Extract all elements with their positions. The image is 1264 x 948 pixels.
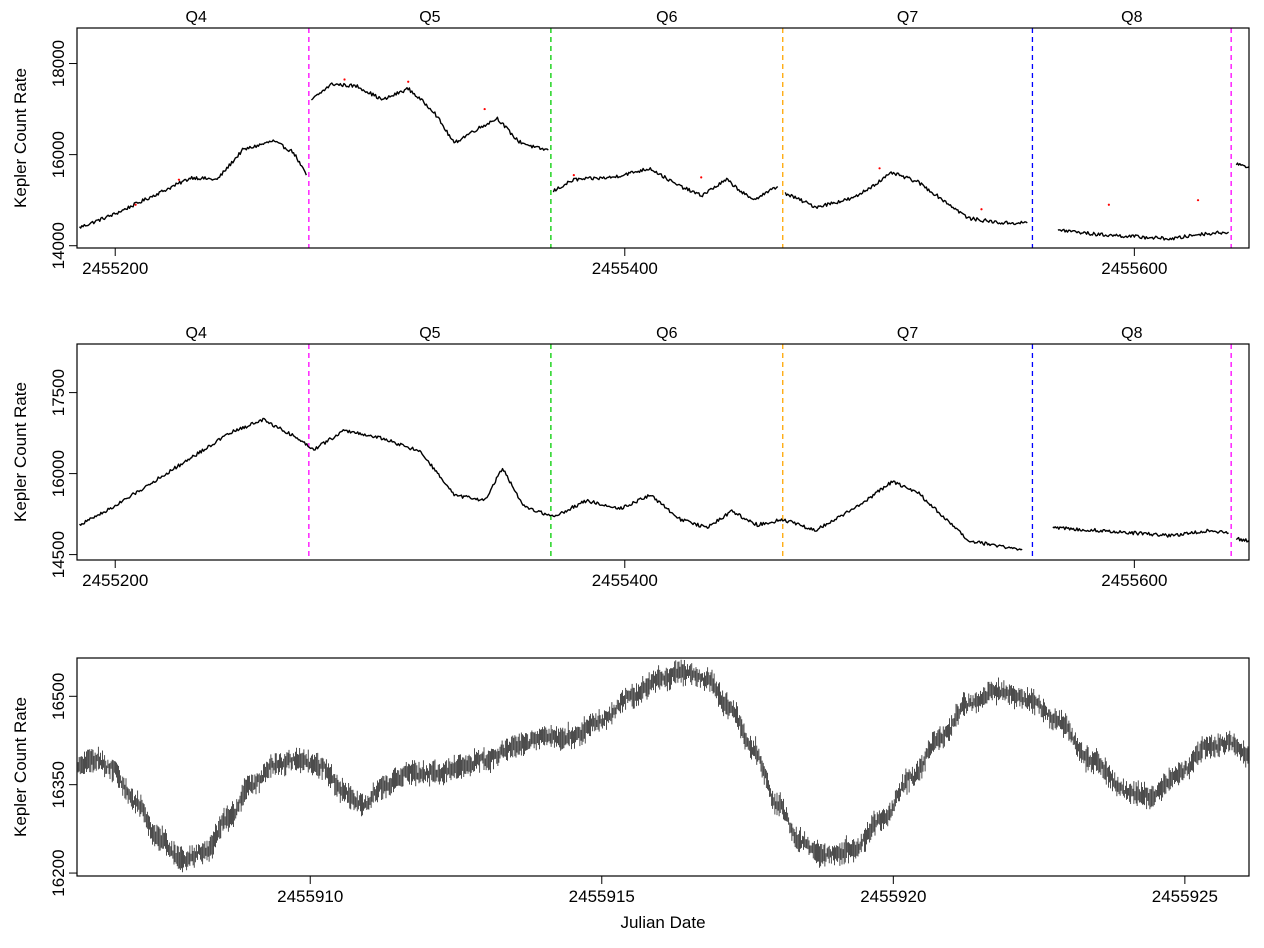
- plot-frame: [76, 343, 1250, 561]
- y-tick-label: 16200: [49, 849, 68, 896]
- plot-frame: [76, 657, 1250, 877]
- quarter-label: Q8: [1121, 325, 1142, 342]
- y-tick-label: 18000: [49, 40, 68, 87]
- series-segment: [79, 417, 1023, 551]
- x-tick-label: 2455910: [277, 887, 343, 906]
- quarter-label: Q7: [897, 9, 918, 26]
- y-tick-label: 16000: [49, 450, 68, 497]
- series-segment: [1235, 536, 1249, 543]
- series-segment: [552, 167, 779, 201]
- outlier-point: [1196, 199, 1200, 202]
- panel-top: Q4Q5Q6Q7Q8Q9Q10Q11Q12Q13Q14Q15Q16Q172455…: [11, 9, 1263, 278]
- y-tick-label: 14500: [49, 531, 68, 578]
- x-tick-label: 2455920: [860, 887, 926, 906]
- plot-area: [79, 417, 1249, 551]
- x-tick-label: 2455925: [1152, 887, 1218, 906]
- y-tick-label: 17500: [49, 369, 68, 416]
- plot-area: [77, 659, 1249, 873]
- outlier-point: [483, 107, 486, 111]
- series-segment: [310, 82, 549, 151]
- quarter-label: Q5: [419, 325, 440, 342]
- quarter-label: Q7: [897, 325, 918, 342]
- y-axis-label: Kepler Count Rate: [11, 382, 30, 522]
- outlier-point: [700, 176, 703, 179]
- quarter-label: Q6: [656, 9, 677, 26]
- x-tick-label: 2455915: [569, 887, 635, 906]
- y-tick-label: 16000: [49, 131, 68, 178]
- plot-frame: [76, 27, 1250, 249]
- series-segment: [78, 139, 307, 229]
- outlier-point: [343, 78, 346, 81]
- outlier-point: [572, 174, 575, 177]
- x-tick-label: 2455400: [592, 259, 658, 278]
- series-segment: [1057, 228, 1230, 241]
- x-tick-label: 2455600: [1101, 259, 1167, 278]
- outlier-point: [407, 80, 410, 83]
- y-tick-label: 16500: [49, 673, 68, 720]
- series-segment: [1235, 162, 1249, 169]
- y-axis-label: Kepler Count Rate: [11, 68, 30, 208]
- quarter-label: Q4: [186, 9, 207, 26]
- x-axis-label: Julian Date: [620, 913, 705, 932]
- x-tick-label: 2455200: [82, 571, 148, 590]
- x-tick-label: 2455400: [592, 571, 658, 590]
- outlier-point: [1107, 203, 1110, 206]
- x-tick-label: 2455200: [82, 259, 148, 278]
- quarter-label: Q6: [656, 325, 677, 342]
- x-tick-label: 2455600: [1101, 571, 1167, 590]
- y-tick-label: 16350: [49, 761, 68, 808]
- outlier-point: [980, 208, 983, 211]
- y-axis-label: Kepler Count Rate: [11, 697, 30, 837]
- outlier-point: [177, 178, 181, 181]
- panel-middle: Q4Q5Q6Q7Q8Q9Q10Q11Q12Q13Q14Q15Q16Q172455…: [11, 325, 1250, 590]
- y-tick-label: 14000: [49, 222, 68, 269]
- series-segment: [784, 171, 1028, 226]
- panel-bottom: 2455910 2455915 2455920 2455925 16200 16350 16…: [11, 657, 1250, 932]
- quarter-label: Q8: [1121, 9, 1142, 26]
- series-segment: [1052, 526, 1229, 538]
- plot-area: [78, 78, 1263, 241]
- outlier-point: [1261, 131, 1263, 133]
- outlier-point: [134, 203, 137, 206]
- quarter-label: Q4: [186, 325, 207, 342]
- series-line: [77, 659, 1249, 873]
- outlier-point: [878, 167, 881, 170]
- quarter-label: Q5: [419, 9, 440, 26]
